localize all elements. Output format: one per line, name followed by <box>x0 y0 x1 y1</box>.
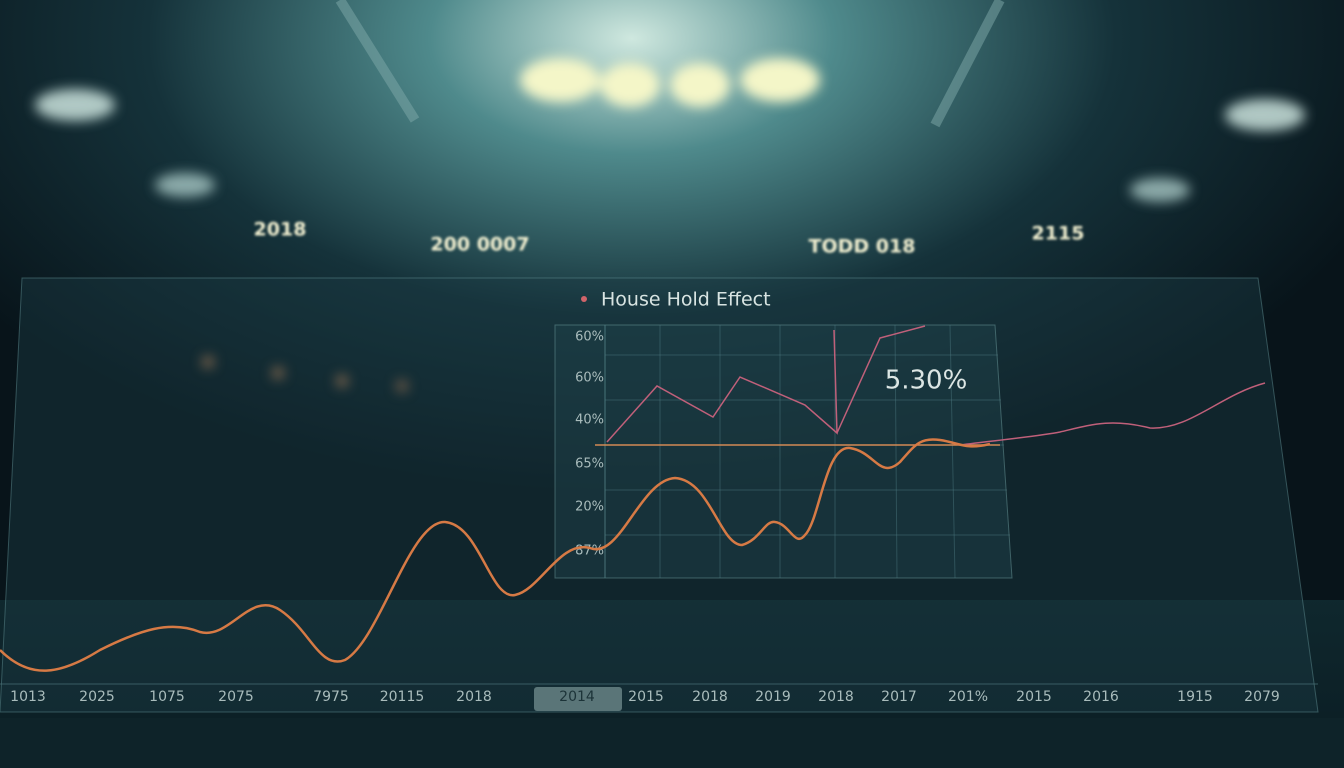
x-label: 2018 <box>818 689 854 705</box>
orange-line <box>0 438 991 672</box>
x-label: 2018 <box>456 689 492 705</box>
x-label: 2017 <box>881 689 917 705</box>
x-label: 2079 <box>1244 689 1280 705</box>
x-label: 1915 <box>1177 689 1213 705</box>
x-label: 201% <box>948 689 988 705</box>
pink-line-extension <box>959 382 1266 446</box>
legend-dot <box>581 296 587 302</box>
base <box>0 718 1344 768</box>
pink-line <box>606 325 926 443</box>
y-label: 65% <box>575 457 604 472</box>
x-label: 7975 <box>313 689 349 705</box>
inner-grid <box>604 324 1010 579</box>
x-labels: 1013 2025 1075 2075 7975 20115 2018 2014 2015 201… <box>10 689 1280 705</box>
x-label: 2025 <box>79 689 115 705</box>
x-label: 2018 <box>692 689 728 705</box>
x-label: 1075 <box>149 689 185 705</box>
selected-label-box <box>534 687 622 711</box>
signs: 2018 200 0007 TODD 018 2115 <box>254 219 1085 258</box>
y-label: 40% <box>575 413 604 428</box>
y-label: 87% <box>575 544 604 559</box>
x-label: 20115 <box>380 689 425 705</box>
y-label: 60% <box>575 371 604 386</box>
y-label: 60% <box>575 330 604 345</box>
sign: 2115 <box>1032 223 1085 245</box>
callout: 5.30% <box>885 366 968 396</box>
sign: 200 0007 <box>430 234 529 256</box>
x-label: 1013 <box>10 689 46 705</box>
inner-panel <box>554 324 1013 579</box>
x-label: 2015 <box>1016 689 1052 705</box>
x-label: 2014 <box>559 689 595 705</box>
x-label: 2016 <box>1083 689 1119 705</box>
x-label: 2019 <box>755 689 791 705</box>
y-label: 20% <box>575 500 604 515</box>
stadium-lights <box>35 58 1305 392</box>
sign: TODD 018 <box>809 236 916 258</box>
x-label: 2015 <box>628 689 664 705</box>
sign: 2018 <box>254 219 307 241</box>
legend-text: House Hold Effect <box>601 289 771 311</box>
roof <box>335 0 1005 128</box>
x-label: 2075 <box>218 689 254 705</box>
